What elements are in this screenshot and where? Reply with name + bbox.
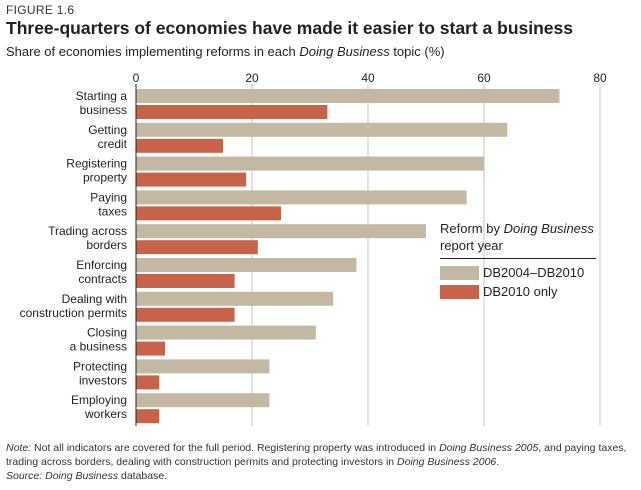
footnote: Note: Not all indicators are covered for…	[6, 441, 636, 483]
legend-title-line2: report year	[440, 238, 503, 253]
legend-label-series-a: DB2004–DB2010	[483, 265, 585, 280]
legend-label-series-b: DB2010 only	[483, 284, 558, 299]
category-label-3: Paying taxes	[90, 190, 127, 218]
bar-0-5	[136, 258, 357, 272]
bar-0-9	[136, 393, 270, 408]
legend-item-series-a: DB2004–DB2010	[440, 265, 596, 280]
legend-swatch-series-b	[440, 284, 479, 299]
bar-chart: 0 20 40 60 80 Starting a business Getting credit…	[20, 71, 607, 426]
x-tick-label-0: 0	[133, 71, 140, 85]
bar-0-7	[136, 325, 316, 340]
bar-1-1	[136, 138, 223, 153]
bar-1-2	[136, 172, 247, 187]
bar-1-0	[136, 105, 328, 119]
bar-1-7	[136, 341, 165, 356]
note-part3: .	[496, 456, 500, 468]
subtitle-suffix: topic (%)	[389, 44, 445, 59]
category-label-4: Trading across borders	[48, 224, 127, 252]
bar-1-5	[136, 274, 235, 288]
legend-swatch-series-a	[440, 265, 479, 280]
bar-0-1	[136, 122, 508, 137]
category-label-8: Protecting investors	[73, 359, 127, 387]
bar-0-4	[136, 224, 426, 239]
note-label: Note:	[6, 442, 32, 454]
legend-title-line1: Reform by Doing Business	[440, 221, 594, 236]
note-part2: , and paying taxes, trading across borde…	[6, 442, 627, 468]
legend-item-series-b: DB2010 only	[440, 284, 596, 299]
bar-1-9	[136, 409, 160, 424]
bar-0-6	[136, 291, 334, 306]
bar-1-6	[136, 307, 235, 322]
x-tick-label-1: 20	[245, 71, 259, 85]
x-tick-label-2: 40	[361, 71, 375, 85]
x-tick-label-3: 60	[477, 71, 491, 85]
category-label-1: Getting credit	[88, 123, 127, 151]
figure-label: FIGURE 1.6	[6, 3, 75, 17]
x-tick-label-4: 80	[593, 71, 607, 85]
legend-divider	[440, 258, 596, 259]
category-label-5: Enforcing contracts	[76, 258, 127, 286]
category-label-0: Starting a business	[76, 89, 128, 117]
bar-0-2	[136, 156, 484, 171]
subtitle-italic: Doing Business	[299, 44, 390, 59]
bar-1-8	[136, 375, 160, 390]
source-italic: Doing Business	[45, 470, 119, 482]
source-rest: database.	[118, 470, 168, 482]
bar-0-0	[136, 89, 560, 103]
legend: Reform by Doing Business report year DB2…	[440, 220, 596, 303]
category-label-9: Employing workers	[71, 393, 127, 421]
bar-0-8	[136, 359, 270, 374]
note-italic1: Doing Business 2005	[439, 442, 539, 454]
legend-title-italic: Doing Business	[503, 221, 594, 236]
bar-0-3	[136, 190, 467, 205]
category-label-2: Registering property	[66, 157, 127, 185]
subtitle-prefix: Share of economies implementing reforms …	[6, 44, 300, 59]
category-label-6: Dealing with construction permits	[20, 292, 127, 320]
chart-subtitle: Share of economies implementing reforms …	[6, 44, 445, 59]
source-label: Source:	[6, 470, 43, 482]
chart-title: Three-quarters of economies have made it…	[6, 18, 574, 38]
category-label-7: Closing a business	[70, 326, 127, 354]
legend-title: Reform by Doing Business report year	[440, 220, 596, 254]
note-italic2: Doing Business 2006	[397, 456, 497, 468]
note-part1: Not all indicators are covered for the f…	[31, 442, 440, 454]
bar-1-4	[136, 240, 258, 255]
bar-1-3	[136, 206, 281, 221]
